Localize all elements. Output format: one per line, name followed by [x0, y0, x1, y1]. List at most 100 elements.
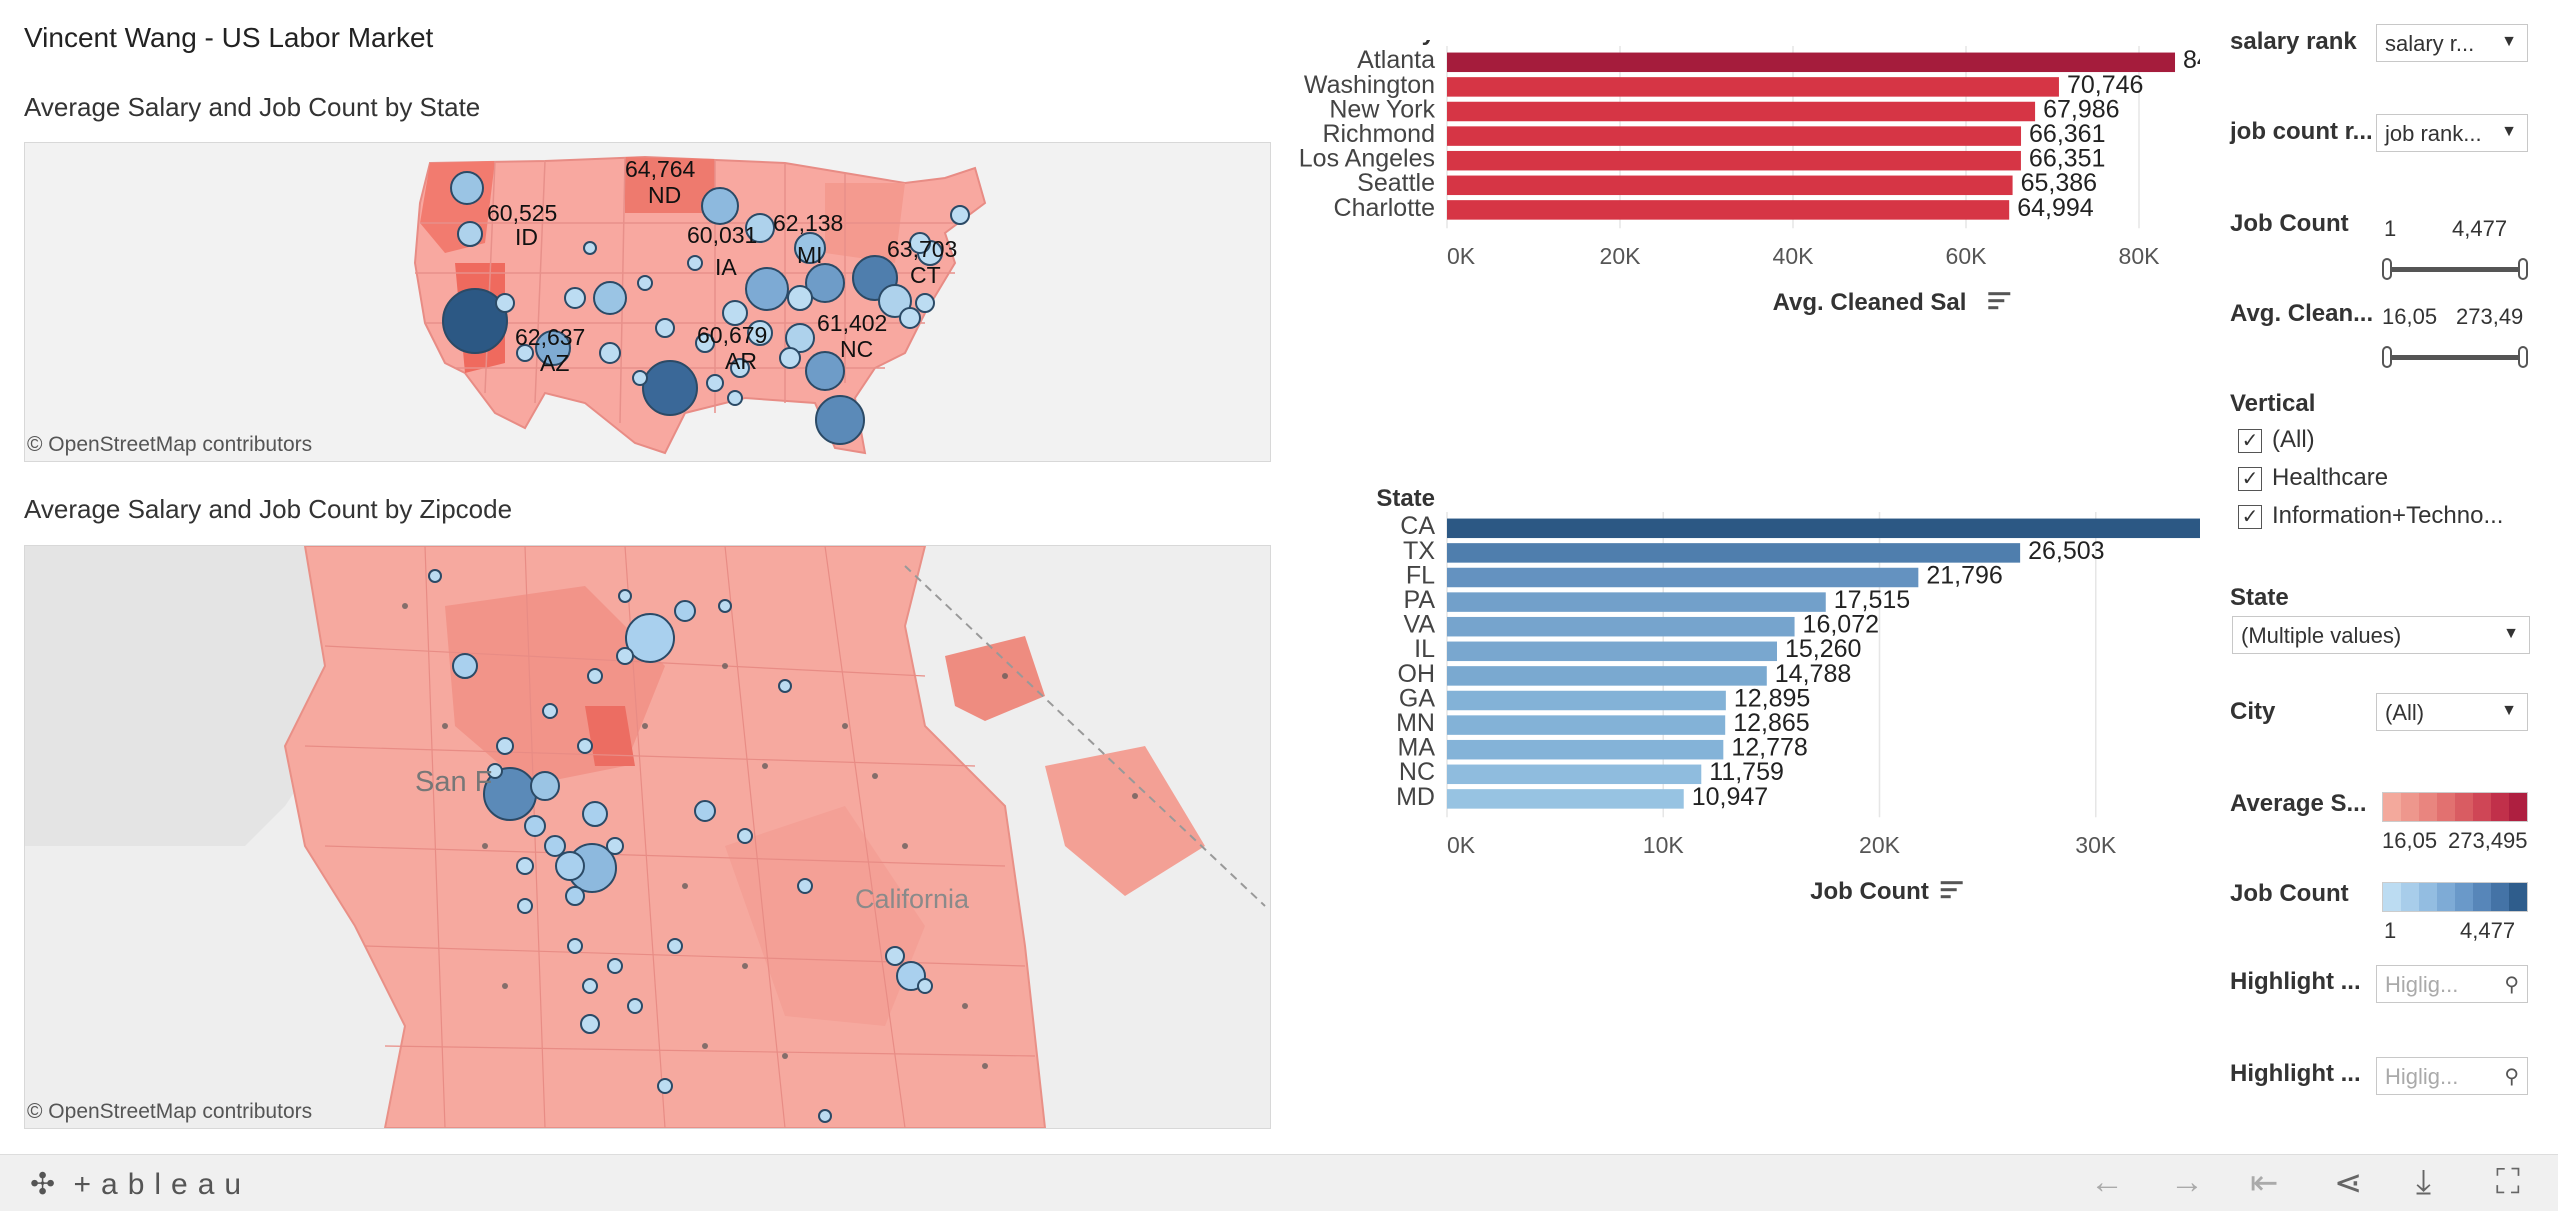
bar-new-york[interactable]: [1447, 101, 2036, 122]
tick-label: 10K: [1643, 832, 1685, 858]
data-label: 15,260: [1785, 635, 1861, 663]
data-label: 10,947: [1692, 783, 1768, 811]
map-label: ID: [515, 224, 538, 250]
bar-washington[interactable]: [1447, 77, 2059, 97]
bar-atlanta[interactable]: [1447, 52, 2176, 73]
highlight-2-input[interactable]: Higlig... ⚲: [2376, 1057, 2528, 1095]
revert-icon[interactable]: ⇤: [2250, 1164, 2279, 1202]
undo-icon[interactable]: ←: [2090, 1163, 2124, 1201]
avg-clean-max: 273,49: [2456, 304, 2524, 329]
highlight-1-label: Highlight ...: [2230, 968, 2361, 995]
state-map[interactable]: 64,764 ND 60,525 ID 60,031 62,138 MI IA …: [24, 142, 1271, 462]
tableau-logo[interactable]: ✣ +ableau: [30, 1167, 251, 1202]
map-label: 63,703: [887, 236, 957, 262]
state-jobcount-chart[interactable]: State0K10K20K30K40KCA38,720TX26,503FL21,…: [1280, 480, 2200, 1120]
zip-map[interactable]: San F California © OpenStreetMap contrib…: [24, 545, 1271, 1129]
job-count-slider[interactable]: [2382, 258, 2528, 280]
redo-icon[interactable]: →: [2170, 1163, 2204, 1201]
avg-salary-legend-label: Average S...: [2230, 790, 2367, 817]
bar-richmond[interactable]: [1447, 126, 2022, 146]
bar-nc[interactable]: [1447, 764, 1702, 785]
highlight-1-input[interactable]: Higlig... ⚲: [2376, 965, 2528, 1003]
map-label: 60,525: [487, 200, 557, 226]
data-label: 12,895: [1734, 684, 1810, 712]
data-label: 70,746: [2067, 71, 2143, 99]
slider-handle-max[interactable]: [2518, 258, 2528, 280]
download-icon[interactable]: ⤓: [2416, 1163, 2432, 1201]
vertical-option-label: Healthcare: [2272, 464, 2389, 491]
footer-toolbar: ✣ +ableau ← → ⇤ ⋖ ⤓ ⛶: [0, 1154, 2558, 1211]
bar-charlotte[interactable]: [1447, 200, 2010, 220]
bar-ca[interactable]: [1447, 518, 2200, 539]
map-label: MI: [797, 242, 823, 268]
category-label: FL: [1406, 561, 1435, 589]
bar-ga[interactable]: [1447, 690, 1726, 711]
city-salary-chart[interactable]: City0K20K40K60K80K100KAtlanta84,164Washi…: [1280, 40, 2200, 460]
bar-fl[interactable]: [1447, 567, 1919, 588]
avg-salary-legend-min: 16,05: [2382, 828, 2438, 853]
data-label: 17,515: [1834, 586, 1910, 614]
chevron-down-icon: ▼: [2501, 33, 2517, 50]
map-label: 61,402: [817, 310, 887, 336]
tick-label: 0K: [1447, 832, 1476, 858]
bar-ma[interactable]: [1447, 739, 1724, 760]
slider-handle-min[interactable]: [2382, 346, 2392, 368]
bar-los-angeles[interactable]: [1447, 150, 2021, 171]
search-icon: ⚲: [2504, 1066, 2519, 1088]
tick-label: 20K: [1859, 832, 1901, 858]
state-filter-value: (Multiple values): [2241, 623, 2402, 648]
map-label: IA: [715, 254, 737, 280]
avg-clean-slider[interactable]: [2382, 346, 2528, 368]
city-filter-dropdown[interactable]: (All) ▼: [2376, 693, 2528, 731]
checkbox-checked-icon[interactable]: ✓: [2238, 466, 2262, 491]
vertical-option-infotech[interactable]: ✓ Information+Techno...: [2238, 502, 2503, 530]
bar-va[interactable]: [1447, 616, 1795, 637]
category-label: Washington: [1304, 71, 1435, 99]
tick-label: 20K: [1600, 243, 1642, 269]
map-label: 60,031: [687, 222, 757, 248]
category-label: Charlotte: [1334, 194, 1435, 222]
state-map-svg: 64,764 ND 60,525 ID 60,031 62,138 MI IA …: [25, 143, 1270, 461]
map-label: 60,679: [697, 322, 767, 348]
sort-icon: [1940, 881, 1963, 899]
slider-handle-min[interactable]: [2382, 258, 2392, 280]
checkbox-checked-icon[interactable]: ✓: [2238, 428, 2262, 453]
bar-seattle[interactable]: [1447, 175, 2013, 196]
bar-tx[interactable]: [1447, 543, 2021, 563]
category-label: MD: [1396, 783, 1435, 811]
category-label: MN: [1396, 709, 1435, 737]
tick-label: 0K: [1447, 243, 1476, 269]
state-filter-dropdown[interactable]: (Multiple values) ▼: [2232, 616, 2530, 654]
share-icon[interactable]: ⋖: [2334, 1164, 2363, 1202]
highlight-2-placeholder: Higlig...: [2385, 1064, 2459, 1089]
bar-md[interactable]: [1447, 789, 1684, 809]
category-label: Los Angeles: [1299, 145, 1435, 173]
osm-credit: © OpenStreetMap contributors: [27, 1100, 313, 1123]
data-label: 65,386: [2021, 169, 2097, 197]
salary-rank-value: salary r...: [2385, 31, 2475, 56]
city-filter-label: City: [2230, 698, 2276, 725]
vertical-option-healthcare[interactable]: ✓ Healthcare: [2238, 464, 2388, 492]
zip-map-city-label: San F: [415, 766, 492, 798]
salary-rank-dropdown[interactable]: salary r... ▼: [2376, 24, 2528, 62]
tableau-logo-icon: ✣: [30, 1168, 56, 1201]
vertical-option-all[interactable]: ✓ (All): [2238, 426, 2315, 454]
job-count-rank-value: job rank...: [2385, 121, 2482, 146]
checkbox-checked-icon[interactable]: ✓: [2238, 504, 2262, 529]
bar-oh[interactable]: [1447, 666, 1767, 686]
fullscreen-icon[interactable]: ⛶: [2496, 1163, 2520, 1201]
bar-il[interactable]: [1447, 641, 1777, 662]
data-label: 12,778: [1731, 734, 1807, 762]
job-count-rank-dropdown[interactable]: job rank... ▼: [2376, 114, 2528, 152]
slider-handle-max[interactable]: [2518, 346, 2528, 368]
data-label: 21,796: [1926, 561, 2002, 589]
map-label: 64,764: [625, 156, 696, 182]
map-label: AZ: [540, 350, 569, 376]
tick-label: 80K: [2119, 243, 2161, 269]
category-label: Atlanta: [1357, 46, 1435, 74]
bar-pa[interactable]: [1447, 592, 1826, 612]
bar-mn[interactable]: [1447, 715, 1726, 735]
data-label: 14,788: [1775, 660, 1851, 688]
job-count-min: 1: [2384, 216, 2397, 241]
chevron-down-icon: ▼: [2503, 625, 2519, 642]
